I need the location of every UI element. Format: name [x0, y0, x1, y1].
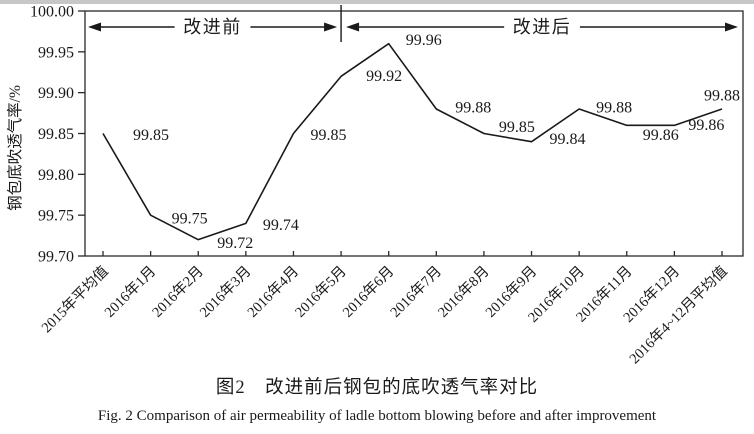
x-tick-label: 2016年6月: [339, 263, 397, 321]
line-chart-canvas: 100.00 99.95 99.90 99.85 99.80 99.75 99.702015…: [6, 4, 744, 367]
annotation-label: 改进后: [513, 17, 572, 37]
x-tick-label: 2016年8月: [434, 263, 492, 321]
y-tick-label: 99.70: [38, 249, 74, 266]
data-line: [102, 42, 723, 241]
x-tick-label: 2016年1月: [101, 263, 159, 321]
point-label: 99.85: [499, 119, 535, 136]
y-tick-label: 100.00: [30, 4, 74, 21]
figure-caption-zh: 图2 改进前后钢包的底吹透气率对比: [215, 378, 539, 398]
y-tick-label: 99.95: [38, 44, 74, 61]
point-label: 99.88: [455, 100, 491, 117]
annotation-label: 改进前: [183, 17, 242, 37]
arrowhead-icon: [725, 22, 738, 32]
point-label: 99.86: [688, 117, 724, 134]
y-axis-title: 钢包底吹透气率/%: [6, 85, 24, 211]
point-label: 99.85: [310, 127, 346, 144]
point-label: 99.86: [643, 127, 679, 144]
y-tick-label: 99.90: [38, 85, 74, 102]
y-tick-label: 99.80: [38, 167, 74, 184]
point-label: 99.96: [406, 32, 442, 49]
point-label: 99.74: [263, 217, 299, 234]
arrowhead-icon: [346, 22, 360, 32]
point-label: 99.88: [596, 100, 632, 117]
point-label: 99.92: [366, 68, 402, 85]
point-label: 99.72: [217, 235, 253, 252]
point-label: 99.88: [704, 88, 740, 105]
x-tick-label: 2016年7月: [387, 263, 445, 321]
x-tick-label: 2016年4月: [244, 263, 302, 321]
arrowhead-icon: [324, 22, 338, 32]
x-tick-label: 2015年平均值: [38, 263, 112, 337]
x-tick-label: 2016年2月: [149, 263, 207, 321]
x-tick-label: 2016年5月: [292, 263, 350, 321]
figure-caption-en: Fig. 2 Comparison of air permeability of…: [97, 408, 657, 424]
x-tick-label: 2016年3月: [196, 263, 254, 321]
scan-edge-artifact: [0, 0, 754, 4]
arrowhead-icon: [88, 22, 101, 32]
point-label: 99.84: [550, 131, 586, 148]
y-tick-label: 99.85: [38, 126, 74, 143]
point-label: 99.85: [133, 127, 169, 144]
point-label: 99.75: [172, 211, 208, 228]
y-tick-label: 99.75: [38, 208, 74, 225]
